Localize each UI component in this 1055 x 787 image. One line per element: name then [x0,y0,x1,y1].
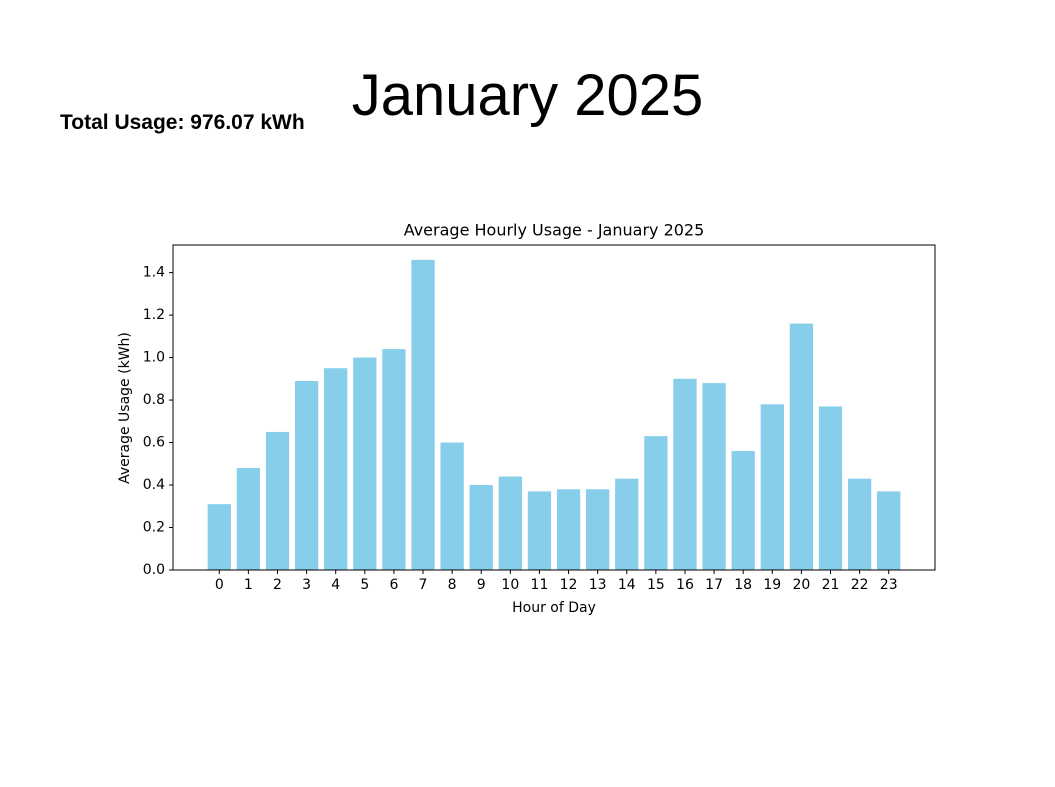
bar [644,436,668,570]
x-tick-label: 2 [273,577,282,593]
bar [382,349,406,570]
chart-title: Average Hourly Usage - January 2025 [404,221,705,240]
y-tick-label: 1.2 [143,307,165,323]
bar [586,489,610,570]
x-tick-label: 19 [763,577,781,593]
bar [440,442,464,570]
x-tick-label: 16 [676,577,694,593]
x-tick-label: 7 [419,577,428,593]
x-tick-label: 11 [531,577,549,593]
x-tick-label: 8 [448,577,457,593]
bar [265,431,290,570]
x-tick-label: 23 [880,577,898,593]
x-tick-label: 6 [389,577,398,593]
x-tick-label: 18 [734,577,752,593]
bar [847,478,872,570]
x-tick-label: 13 [589,577,607,593]
x-tick-label: 20 [792,577,810,593]
bar [760,404,784,570]
x-tick-label: 4 [331,577,340,593]
y-tick-label: 0.8 [143,392,165,408]
bar [556,489,581,570]
y-tick-label: 0.4 [143,477,165,493]
bar [498,476,522,570]
bar [731,451,755,570]
bar [877,491,901,570]
y-axis-label: Average Usage (kWh) [117,332,133,484]
bar [615,478,639,570]
bar [324,368,348,570]
x-tick-label: 17 [705,577,723,593]
y-tick-label: 0.0 [143,562,165,578]
total-usage: Total Usage: 976.07 kWh [60,111,305,134]
bar [469,485,493,570]
x-tick-label: 21 [822,577,840,593]
bar [207,504,231,570]
x-tick-label: 0 [215,577,224,593]
plot-frame [172,244,936,571]
y-tick-label: 0.2 [143,520,165,536]
bar [236,468,261,570]
bar [527,491,552,570]
x-tick-label: 10 [501,577,519,593]
bar [411,259,435,570]
x-tick-label: 12 [560,577,578,593]
bar [702,383,726,570]
bar [294,380,319,570]
y-tick-label: 1.0 [143,350,165,366]
x-tick-label: 9 [477,577,486,593]
y-tick-label: 0.6 [143,435,165,451]
x-tick-label: 1 [244,577,253,593]
y-tick-label: 1.4 [143,265,165,281]
x-tick-label: 5 [360,577,369,593]
bar [673,378,697,570]
bar [789,323,814,570]
x-tick-label: 14 [618,577,636,593]
x-tick-label: 3 [302,577,311,593]
x-tick-label: 15 [647,577,665,593]
x-tick-label: 22 [851,577,869,593]
bar [353,357,377,570]
slide-title: January 2025 [351,63,704,128]
x-axis-label: Hour of Day [512,600,596,616]
bar [818,406,843,570]
